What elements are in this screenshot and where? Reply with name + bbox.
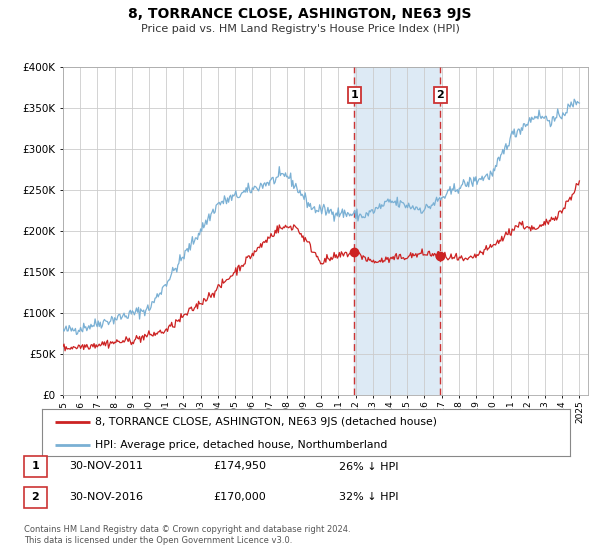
Text: Price paid vs. HM Land Registry's House Price Index (HPI): Price paid vs. HM Land Registry's House …: [140, 24, 460, 34]
Text: 32% ↓ HPI: 32% ↓ HPI: [339, 492, 398, 502]
Text: 1: 1: [32, 461, 39, 472]
Text: £174,950: £174,950: [213, 461, 266, 472]
Text: 8, TORRANCE CLOSE, ASHINGTON, NE63 9JS (detached house): 8, TORRANCE CLOSE, ASHINGTON, NE63 9JS (…: [95, 417, 437, 427]
Text: 1: 1: [350, 90, 358, 100]
Text: 26% ↓ HPI: 26% ↓ HPI: [339, 461, 398, 472]
Text: 2: 2: [32, 492, 39, 502]
Text: 8, TORRANCE CLOSE, ASHINGTON, NE63 9JS: 8, TORRANCE CLOSE, ASHINGTON, NE63 9JS: [128, 7, 472, 21]
Bar: [354, 67, 440, 395]
Text: Contains HM Land Registry data © Crown copyright and database right 2024.
This d: Contains HM Land Registry data © Crown c…: [24, 525, 350, 545]
Text: HPI: Average price, detached house, Northumberland: HPI: Average price, detached house, Nort…: [95, 440, 387, 450]
Text: £170,000: £170,000: [213, 492, 266, 502]
Text: 2: 2: [436, 90, 444, 100]
Text: 30-NOV-2011: 30-NOV-2011: [69, 461, 143, 472]
Text: 30-NOV-2016: 30-NOV-2016: [69, 492, 143, 502]
